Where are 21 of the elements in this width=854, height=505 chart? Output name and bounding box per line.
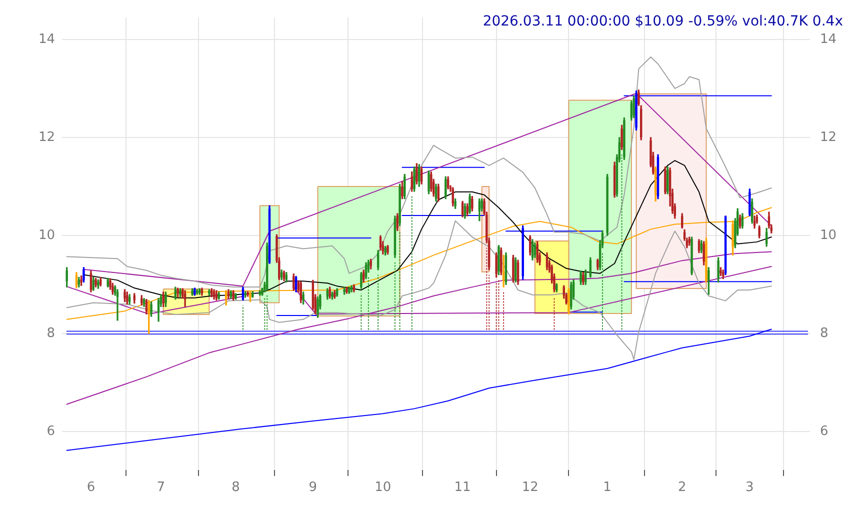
x-tick-label: 9 [308, 480, 318, 496]
y-tick-label: 14 [38, 32, 55, 47]
y-tick-label: 6 [46, 424, 55, 440]
y2-tick-label: 8 [820, 326, 828, 342]
x-tick-label: 3 [746, 480, 754, 496]
y2-tick-label: 6 [820, 424, 828, 440]
x-tick-label: 2 [678, 480, 686, 496]
x-tick-label: 1 [603, 480, 612, 496]
x-tick-label: 11 [454, 480, 471, 496]
y2-tick-label: 12 [820, 130, 837, 145]
chart-title: 2026.03.11 00:00:00 $10.09 -0.59% vol:40.7K 0.4x [482, 13, 843, 30]
y-tick-label: 10 [38, 228, 55, 243]
y2-tick-label: 10 [820, 228, 837, 243]
y-tick-label: 12 [38, 130, 55, 145]
x-tick-label: 8 [232, 480, 240, 496]
x-tick-label: 12 [522, 480, 538, 496]
x-tick-label: 10 [374, 480, 392, 496]
x-tick-label: 7 [156, 480, 166, 496]
y-tick-label: 8 [46, 326, 55, 342]
y2-tick-label: 14 [820, 32, 837, 47]
x-tick-label: 6 [86, 480, 96, 496]
